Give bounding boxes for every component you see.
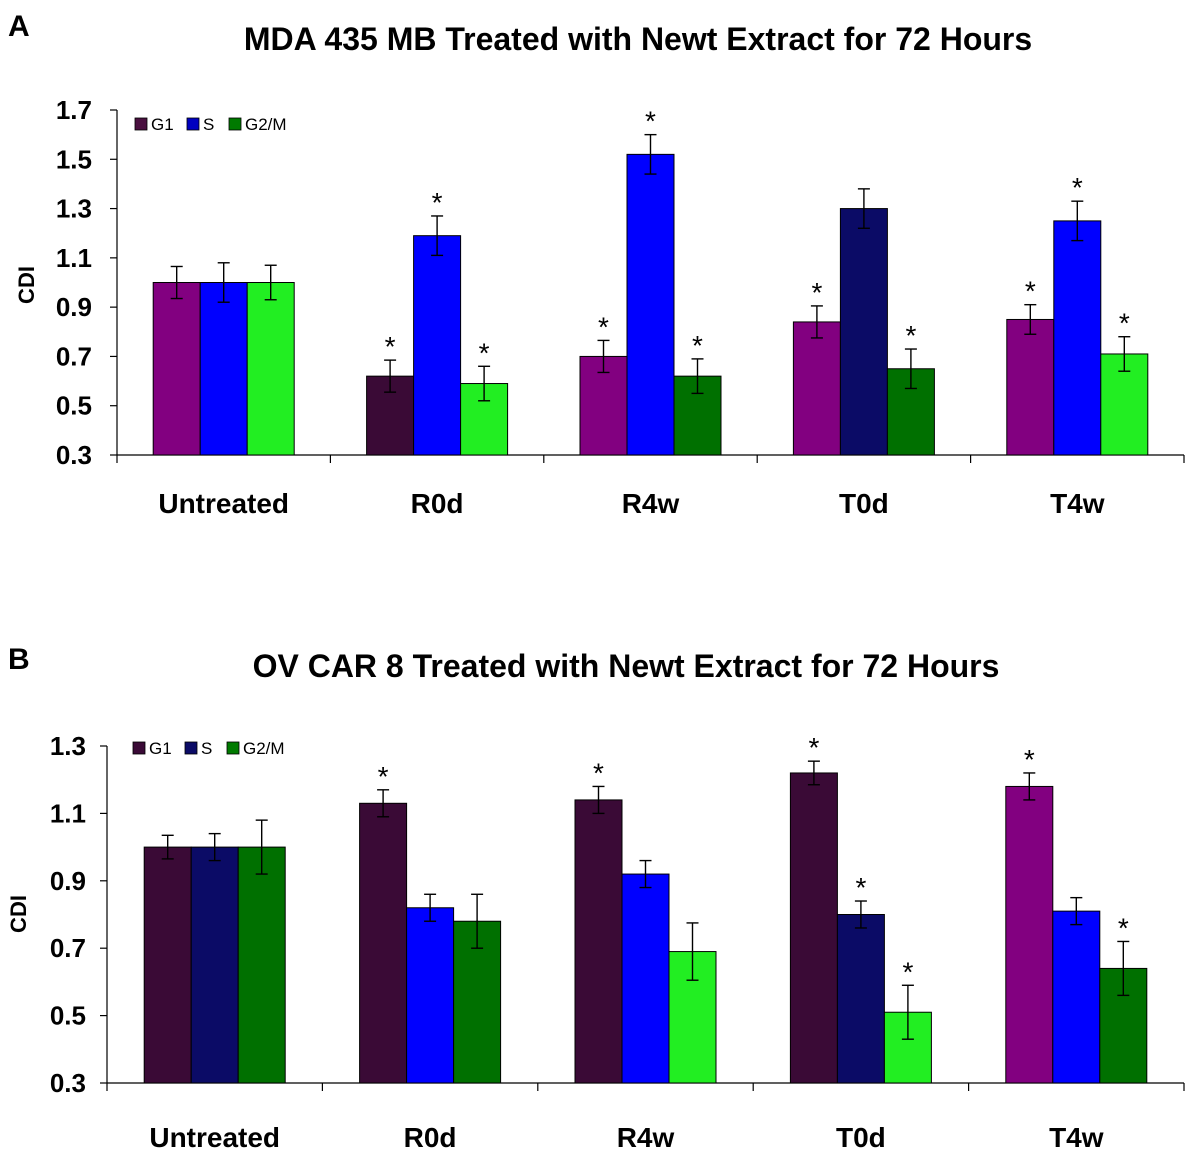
panel-b-plot: 0.3 0.5 0.7 0.9 1.1 1.3 Untreated R0d R4w T0d T4w *… (50, 731, 1185, 1151)
panel-b-bar-g1-t4w (1005, 785, 1054, 1084)
panel-b-bar-s-untreated (190, 846, 239, 1084)
panel-b-category-label: R0d (404, 1122, 457, 1151)
panel-b-legend-label: G2/M (243, 739, 285, 758)
panel-a-legend-swatch (228, 117, 242, 131)
panel-b-significance-star: * (378, 761, 389, 792)
panel-a-plot: 0.3 0.5 0.7 0.9 1.1 1.3 1.5 1.7 Untreated R0d R4w T… (56, 95, 1185, 519)
panel-a-category-label: T0d (839, 488, 889, 519)
panel-a-y-axis-title: CDI (14, 266, 39, 304)
panel-a-legend-label: S (203, 115, 214, 134)
panel-b-legend-label: G1 (149, 739, 172, 758)
panel-b-y-tick-label: 0.5 (50, 1001, 86, 1031)
panel-a-significance-star: * (905, 320, 916, 351)
panel-a-legend-label: G2/M (245, 115, 287, 134)
panel-b-y-tick-label: 1.1 (50, 798, 86, 828)
panel-a-category-label: T4w (1050, 488, 1105, 519)
panel-b-significance-star: * (902, 956, 913, 987)
panel-b-category-label: T4w (1049, 1122, 1104, 1151)
panel-a-legend-swatch (134, 117, 148, 131)
panel-a-y-tick-label: 0.7 (56, 341, 92, 371)
panel-a-bar-s-t4w (1053, 220, 1102, 456)
panel-a-category-label: R0d (411, 488, 464, 519)
panel-b-bar-s-t4w (1052, 910, 1101, 1084)
panel-a-significance-star: * (1119, 308, 1130, 339)
panel-a-bar-g1-t0d (792, 321, 841, 456)
panel-a-bar-g1-t4w (1006, 318, 1055, 456)
panel-a-y-tick-label: 0.5 (56, 391, 92, 421)
panel-b-category-label: R4w (617, 1122, 675, 1151)
panel-a-bar-s-untreated (199, 282, 248, 456)
panel-a-bar-s-r0d (413, 235, 462, 456)
panel-a-significance-star: * (645, 106, 656, 137)
panel-b-title: OV CAR 8 Treated with Newt Extract for 7… (253, 648, 1000, 684)
panel-a-category-label: R4w (622, 488, 680, 519)
panel-b-bar-s-r4w (621, 873, 670, 1084)
panel-a-significance-star: * (479, 337, 490, 368)
panel-b-bar-g1-untreated (143, 846, 192, 1084)
panel-a-significance-star: * (1025, 276, 1036, 307)
panel-b-y-tick-label: 0.9 (50, 866, 86, 896)
panel-a-significance-star: * (811, 277, 822, 308)
panel-a-legend-swatch (186, 117, 200, 131)
panel-b-y-tick-label: 0.3 (50, 1068, 86, 1098)
panel-a-bar-g2m-untreated (246, 282, 295, 456)
panel-a-category-label: Untreated (158, 488, 289, 519)
panel-b-category-label: Untreated (149, 1122, 280, 1151)
panel-a-significance-star: * (598, 311, 609, 342)
panel-a-legend-label: G1 (151, 115, 174, 134)
panel-b-bar-s-t0d (836, 914, 885, 1084)
panel-b-significance-star: * (1024, 744, 1035, 775)
panel-a-y-tick-label: 1.5 (56, 144, 92, 174)
panel-b-category-label: T0d (836, 1122, 886, 1151)
panel-a-bar-g1-untreated (152, 282, 201, 456)
panel-b-significance-star: * (808, 732, 819, 763)
panel-b-letter: B (8, 643, 30, 676)
panel-b-bar-s-r0d (406, 907, 455, 1084)
panel-b-legend-swatch (226, 741, 240, 755)
panel-b-y-axis-title: CDI (6, 895, 31, 933)
panel-b-bar-g1-r4w (574, 799, 623, 1084)
panel-b-legend-swatch (132, 741, 146, 755)
panel-a-y-tick-label: 0.3 (56, 440, 92, 470)
panel-a-significance-star: * (385, 331, 396, 362)
panel-b-significance-star: * (855, 872, 866, 903)
panel-b-y-tick-label: 0.7 (50, 933, 86, 963)
panel-b-bar-g2m-untreated (237, 846, 286, 1084)
panel-a-bar-s-t0d (839, 208, 888, 456)
panel-b-bar-g1-t0d (789, 772, 838, 1084)
panel-b-significance-star: * (593, 757, 604, 788)
panel-a-letter: A (8, 10, 30, 43)
panel-a-significance-star: * (432, 187, 443, 218)
panel-a-y-tick-label: 1.7 (56, 95, 92, 125)
panel-a-bar-s-r4w (626, 153, 675, 456)
panel-a-title: MDA 435 MB Treated with Newt Extract for… (244, 21, 1032, 57)
panel-a-y-tick-label: 1.1 (56, 243, 92, 273)
panel-a-significance-star: * (692, 330, 703, 361)
panel-b-legend-label: S (201, 739, 212, 758)
panel-b-y-tick-label: 1.3 (50, 731, 86, 761)
panel-a-y-tick-label: 0.9 (56, 292, 92, 322)
panel-a-significance-star: * (1072, 172, 1083, 203)
panel-b-significance-star: * (1118, 912, 1129, 943)
panel-b-legend-swatch (184, 741, 198, 755)
panel-a-y-tick-label: 1.3 (56, 194, 92, 224)
panel-b-bar-g1-r0d (359, 802, 408, 1084)
